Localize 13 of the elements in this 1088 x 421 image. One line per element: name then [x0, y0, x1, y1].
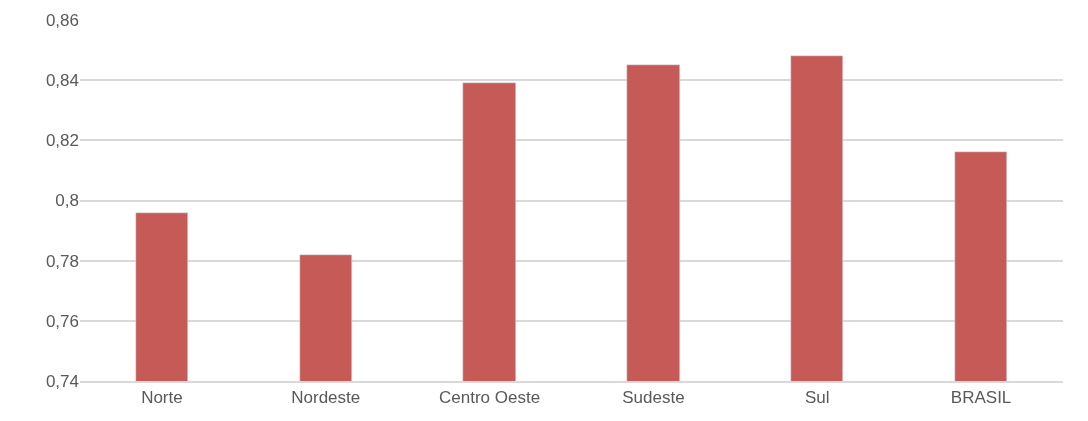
x-tick-label: Sul	[804, 388, 830, 408]
x-tick-label: Nordeste	[291, 388, 361, 408]
y-tick-label: 0,8	[55, 191, 79, 211]
y-tick-label: 0,76	[45, 311, 79, 331]
x-tick-label: BRASIL	[950, 388, 1012, 408]
y-tick-label: 0,74	[45, 371, 79, 391]
x-tick-label: Norte	[141, 388, 183, 408]
x-tick-label: Centro Oeste	[439, 388, 541, 408]
y-tick-label: 0,84	[45, 71, 79, 91]
y-tick-label: 0,78	[45, 251, 79, 271]
y-tick-label: 0,82	[45, 131, 79, 151]
x-tick-label: Sudeste	[622, 388, 685, 408]
y-tick-label: 0,86	[45, 10, 79, 30]
